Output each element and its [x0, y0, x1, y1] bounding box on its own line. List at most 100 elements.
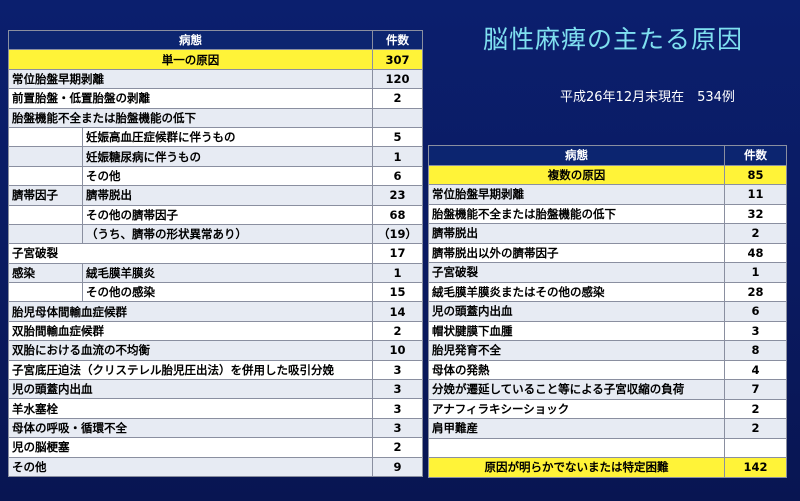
slide-subtitle: 平成26年12月末現在 534例 — [560, 90, 735, 105]
case-count: 1 — [724, 262, 787, 283]
case-count: 48 — [724, 242, 787, 263]
cause-label: 胎盤機能不全または胎盤機能の低下 — [428, 203, 725, 224]
table-row: 複数の原因 85 — [428, 164, 787, 185]
table-row: 児の頭蓋内出血 6 — [428, 301, 787, 322]
case-count: 6 — [372, 165, 423, 187]
cause-label: 臍帯脱出 — [428, 223, 725, 244]
cause-label: 複数の原因 — [428, 164, 725, 185]
table-row: 子宮破裂 17 — [8, 243, 423, 264]
table-row: アナフィラキシーショック 2 — [428, 398, 787, 419]
table-row: 児の脳梗塞 2 — [8, 437, 423, 458]
single-cause-table: 病態 件数 単一の原因 307 常位胎盤早期剥離 120 前置胎盤・低置胎盤の剥離 2 胎盤… — [8, 29, 423, 477]
case-count: 2 — [372, 88, 423, 109]
case-count: 15 — [372, 282, 423, 303]
cause-category — [8, 282, 83, 303]
cause-label: 母体の発熱 — [428, 359, 725, 380]
cause-label: 胎盤機能不全または胎盤機能の低下 — [8, 107, 373, 128]
cause-label: 子宮破裂 — [8, 243, 373, 264]
cause-category — [8, 204, 83, 225]
cause-sublabel: 絨毛膜羊膜炎 — [82, 262, 373, 284]
case-count: 2 — [724, 398, 787, 419]
cause-category — [8, 165, 83, 187]
case-count: 3 — [372, 398, 423, 419]
case-count: 32 — [724, 203, 787, 224]
table-row: 帽状腱膜下血腫 3 — [428, 320, 787, 341]
cause-label: 子宮破裂 — [428, 262, 725, 283]
table-row: 胎児母体間輸血症候群 14 — [8, 301, 423, 322]
case-count: 14 — [372, 301, 423, 322]
table-row: 子宮底圧迫法（クリステレル胎児圧出法）を併用した吸引分娩 3 — [8, 359, 423, 381]
case-count: 6 — [724, 301, 787, 322]
table-row: 感染 絨毛膜羊膜炎 1 — [8, 262, 423, 284]
table-row: 前置胎盤・低置胎盤の剥離 2 — [8, 88, 423, 109]
cause-sublabel: 妊娠糖尿病に伴うもの — [82, 146, 373, 167]
cause-label: 双胎における血流の不均衡 — [8, 340, 373, 361]
cause-sublabel: 妊娠高血圧症候群に伴うもの — [82, 126, 373, 148]
case-count: 5 — [372, 126, 423, 148]
table-row: 児の頭蓋内出血 3 — [8, 379, 423, 400]
cause-label: 肩甲難産 — [428, 418, 725, 439]
header-condition: 病態 — [8, 29, 373, 51]
table-row: 母体の発熱 4 — [428, 359, 787, 380]
cause-label: 子宮底圧迫法（クリステレル胎児圧出法）を併用した吸引分娩 — [8, 359, 373, 381]
table-row: 分娩が遷延していること等による子宮収縮の負荷 7 — [428, 379, 787, 400]
table-row: 肩甲難産 2 — [428, 418, 787, 439]
table-row — [428, 437, 787, 458]
table-row: その他 6 — [8, 165, 423, 187]
table-row: 妊娠糖尿病に伴うもの 1 — [8, 146, 423, 167]
case-count: 2 — [724, 418, 787, 439]
cause-label: 分娩が遷延していること等による子宮収縮の負荷 — [428, 379, 725, 400]
table-row: （うち、臍帯の形状異常あり） （19） — [8, 223, 423, 245]
cause-sublabel: その他の感染 — [82, 282, 373, 303]
table-row: 双胎における血流の不均衡 10 — [8, 340, 423, 361]
cause-label: 児の頭蓋内出血 — [8, 379, 373, 400]
case-count: 3 — [372, 379, 423, 400]
cause-label: 前置胎盤・低置胎盤の剥離 — [8, 88, 373, 109]
table-row: 胎盤機能不全または胎盤機能の低下 32 — [428, 203, 787, 224]
header-condition: 病態 — [428, 145, 725, 166]
cause-label: アナフィラキシーショック — [428, 398, 725, 419]
cause-label: 原因が明らかでないまたは特定困難 — [428, 457, 725, 478]
table-row: 常位胎盤早期剥離 11 — [428, 184, 787, 205]
cause-label: 母体の呼吸・循環不全 — [8, 417, 373, 439]
table-row: 単一の原因 307 — [8, 49, 423, 70]
cause-sublabel: 臍帯脱出 — [82, 185, 373, 206]
cause-label: 常位胎盤早期剥離 — [8, 68, 373, 90]
table-row: 胎盤機能不全または胎盤機能の低下 — [8, 107, 423, 128]
cause-label: 単一の原因 — [8, 49, 373, 70]
table-row: 臍帯脱出 2 — [428, 223, 787, 244]
table-row: 子宮破裂 1 — [428, 262, 787, 283]
case-count: 1 — [372, 146, 423, 167]
case-count: 1 — [372, 262, 423, 284]
case-count: 3 — [372, 359, 423, 381]
cause-label: 臍帯脱出以外の臍帯因子 — [428, 242, 725, 263]
table-row: 羊水塞栓 3 — [8, 398, 423, 419]
case-count: 120 — [372, 68, 423, 90]
case-count: 2 — [372, 320, 423, 342]
table-row: 常位胎盤早期剥離 120 — [8, 68, 423, 90]
cause-label: 絨毛膜羊膜炎またはその他の感染 — [428, 281, 725, 302]
case-count: 85 — [724, 164, 787, 185]
table-row: その他 9 — [8, 456, 423, 477]
case-count: 2 — [372, 437, 423, 458]
cause-category — [8, 146, 83, 167]
cause-category — [8, 126, 83, 148]
case-count: 10 — [372, 340, 423, 361]
cause-sublabel: （うち、臍帯の形状異常あり） — [82, 223, 373, 245]
case-count: 17 — [372, 243, 423, 264]
case-count: 7 — [724, 379, 787, 400]
cause-label: 児の脳梗塞 — [8, 437, 373, 458]
cause-sublabel: その他 — [82, 165, 373, 187]
case-count: 3 — [724, 320, 787, 341]
table-row: その他の臍帯因子 68 — [8, 204, 423, 225]
table-row: 臍帯脱出以外の臍帯因子 48 — [428, 242, 787, 263]
case-count: 142 — [724, 457, 787, 478]
table-row: 原因が明らかでないまたは特定困難 142 — [428, 457, 787, 478]
cause-label: 羊水塞栓 — [8, 398, 373, 419]
cause-label: 児の頭蓋内出血 — [428, 301, 725, 322]
case-count: 23 — [372, 185, 423, 206]
cause-label: 帽状腱膜下血腫 — [428, 320, 725, 341]
header-count: 件数 — [372, 29, 423, 51]
table-row: 絨毛膜羊膜炎またはその他の感染 28 — [428, 281, 787, 302]
cause-category: 臍帯因子 — [8, 185, 83, 206]
